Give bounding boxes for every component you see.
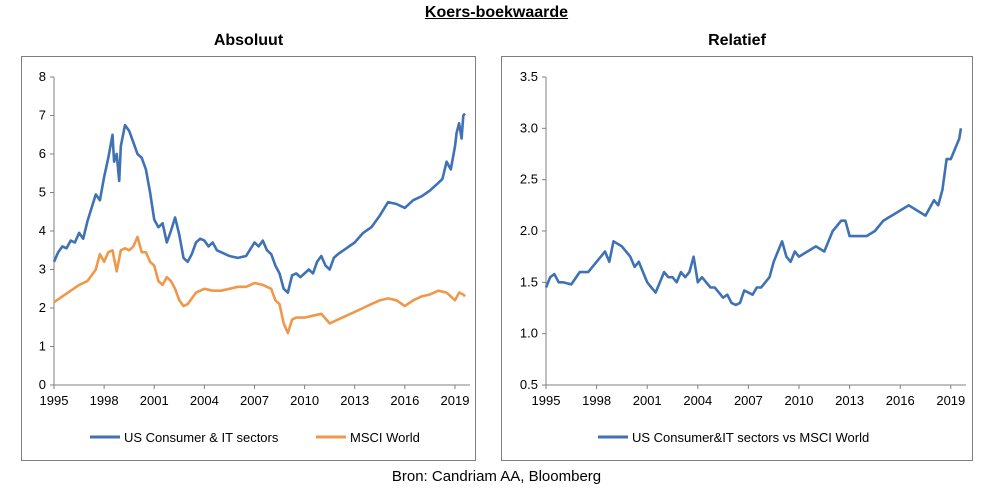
x-tick-label: 1998 [90, 393, 119, 408]
y-tick-label: 3 [39, 262, 46, 277]
x-tick-label: 2016 [886, 393, 915, 408]
x-tick-label: 2013 [340, 393, 369, 408]
x-tick-label: 2013 [835, 393, 864, 408]
y-tick-label: 6 [39, 146, 46, 161]
x-tick-label: 2004 [190, 393, 219, 408]
y-tick-label: 1 [39, 339, 46, 354]
x-tick-label: 2010 [290, 393, 319, 408]
legend-label-1: MSCI World [350, 430, 420, 445]
legend-label-0: US Consumer & IT sectors [124, 430, 279, 445]
y-tick-label: 3.5 [520, 69, 538, 84]
x-tick-label: 2001 [633, 393, 662, 408]
y-tick-label: 0 [39, 377, 46, 392]
x-tick-label: 2016 [390, 393, 419, 408]
main-title: Koers-boekwaarde [424, 4, 569, 21]
y-tick-label: 1.5 [520, 274, 538, 289]
legend-label-0: US Consumer&IT sectors vs MSCI World [632, 430, 869, 445]
y-tick-label: 7 [39, 108, 46, 123]
series-line-0 [544, 128, 963, 307]
y-tick-label: 0.5 [520, 377, 538, 392]
left-chart-title: Absoluut [213, 32, 284, 49]
x-tick-label: 2019 [936, 393, 965, 408]
y-tick-label: 2.5 [520, 172, 538, 187]
x-tick-label: 2007 [734, 393, 763, 408]
y-tick-label: 2 [39, 300, 46, 315]
y-tick-label: 3.0 [520, 120, 538, 135]
x-tick-label: 1995 [40, 393, 69, 408]
y-tick-label: 4 [39, 223, 46, 238]
x-tick-label: 2004 [683, 393, 712, 408]
y-tick-label: 5 [39, 185, 46, 200]
left-chart-svg: 0 1 2 3 4 5 6 7 8 1995 1998 2001 2004 2007 2010 2013 201… [39, 69, 470, 445]
series-line-0 [52, 112, 466, 294]
right-chart-panel: 0.5 1.0 1.5 2.0 2.5 3.0 3.5 1995 1998 2001 2004 200… [501, 56, 973, 461]
right-chart-title: Relatief [708, 32, 766, 49]
x-tick-label: 2010 [785, 393, 814, 408]
right-chart-svg: 0.5 1.0 1.5 2.0 2.5 3.0 3.5 1995 1998 2001 2004 200… [520, 69, 966, 445]
y-tick-label: 2.0 [520, 223, 538, 238]
x-tick-label: 2007 [240, 393, 269, 408]
y-tick-label: 1.0 [520, 326, 538, 341]
x-tick-label: 2019 [441, 393, 470, 408]
x-tick-label: 1995 [532, 393, 561, 408]
y-tick-label: 8 [39, 69, 46, 84]
series-line-1 [53, 235, 466, 335]
left-chart-panel: 0 1 2 3 4 5 6 7 8 1995 1998 2001 2004 2007 2010 2013 201… [21, 56, 476, 461]
source-note: Bron: Candriam AA, Bloomberg [391, 468, 602, 485]
x-tick-label: 2001 [140, 393, 169, 408]
x-tick-label: 1998 [582, 393, 611, 408]
